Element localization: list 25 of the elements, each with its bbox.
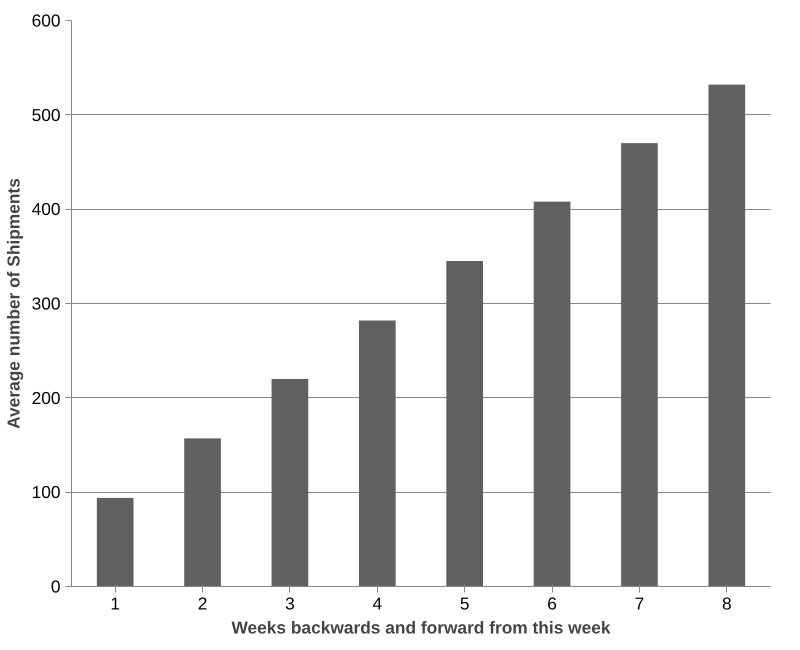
y-tick-label: 500	[32, 104, 61, 125]
y-tick-label: 400	[32, 199, 61, 220]
x-tick-label: 5	[460, 594, 470, 614]
bar	[272, 378, 308, 586]
y-tick-label: 300	[32, 294, 61, 314]
y-tick-label: 100	[32, 482, 61, 502]
bar	[358, 320, 396, 586]
x-tick-label: 1	[110, 594, 120, 614]
x-tick-label: 2	[198, 594, 208, 614]
x-tick-label: 7	[634, 594, 644, 614]
bar	[184, 438, 221, 586]
y-tick-label: 600	[32, 10, 61, 30]
bar	[446, 261, 484, 586]
bar	[708, 84, 746, 586]
y-tick-label: 200	[32, 388, 61, 408]
x-tick-label: 4	[372, 594, 382, 614]
bar	[621, 143, 658, 586]
y-tick-label: 0	[50, 576, 61, 596]
x-axis-title: Weeks backwards and forward from this week	[231, 618, 611, 638]
x-tick-label: 6	[547, 594, 557, 614]
bar	[96, 498, 134, 586]
x-tick-label: 8	[722, 594, 732, 614]
x-tick-label: 3	[285, 594, 295, 614]
y-axis-title: Average number of Shipments	[4, 178, 24, 429]
bar	[534, 202, 570, 586]
